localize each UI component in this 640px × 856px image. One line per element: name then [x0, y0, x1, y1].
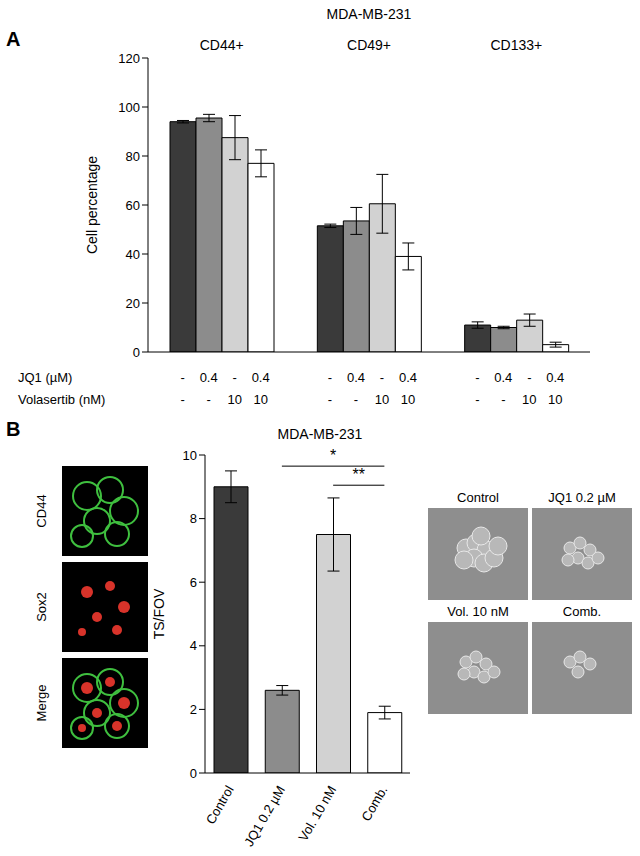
svg-text:10: 10 [548, 392, 562, 407]
svg-text:120: 120 [118, 51, 140, 66]
svg-text:8: 8 [190, 511, 197, 526]
svg-text:Comb.: Comb. [358, 783, 390, 824]
svg-text:-: - [475, 370, 479, 385]
svg-text:Vol. 10 nM: Vol. 10 nM [295, 783, 339, 844]
svg-text:20: 20 [126, 296, 140, 311]
svg-text:0: 0 [133, 345, 140, 360]
svg-text:-: - [527, 370, 531, 385]
svg-text:10: 10 [183, 448, 197, 463]
html-text:B: B [6, 418, 21, 440]
svg-text:-: - [180, 392, 184, 407]
svg-text:-: - [475, 392, 479, 407]
svg-text:-: - [354, 392, 358, 407]
svg-text:-: - [501, 392, 505, 407]
svg-text:*: * [330, 447, 336, 464]
html-text:A: A [6, 28, 21, 50]
svg-text:CD44+: CD44+ [200, 37, 244, 53]
svg-text:0.4: 0.4 [347, 370, 365, 385]
svg-text:6: 6 [190, 575, 197, 590]
svg-text:Control: Control [457, 490, 499, 505]
svg-text:0.4: 0.4 [252, 370, 270, 385]
html-text:MDA-MB-231: MDA-MB-231 [326, 6, 412, 22]
svg-text:10: 10 [253, 392, 267, 407]
svg-text:10: 10 [227, 392, 241, 407]
svg-text:4: 4 [190, 638, 197, 653]
svg-text:-: - [180, 370, 184, 385]
svg-text:0.4: 0.4 [399, 370, 417, 385]
svg-text:0: 0 [190, 766, 197, 781]
svg-text:Volasertib (nM): Volasertib (nM) [18, 392, 105, 407]
svg-text:10: 10 [375, 392, 389, 407]
svg-text:Merge: Merge [34, 685, 49, 722]
svg-text:**: ** [353, 466, 365, 483]
svg-text:Vol. 10 nM: Vol. 10 nM [447, 604, 508, 619]
svg-text:-: - [328, 370, 332, 385]
svg-text:0.4: 0.4 [200, 370, 218, 385]
svg-text:Cell percentage: Cell percentage [84, 156, 100, 254]
svg-text:CD49+: CD49+ [347, 37, 391, 53]
svg-text:JQ1 0.2 µM: JQ1 0.2 µM [241, 783, 288, 849]
svg-text:80: 80 [126, 149, 140, 164]
svg-text:TS/FOV: TS/FOV [151, 588, 167, 639]
svg-text:-: - [380, 370, 384, 385]
svg-text:JQ1 (µM): JQ1 (µM) [18, 370, 72, 385]
svg-text:-: - [328, 392, 332, 407]
svg-text:Comb.: Comb. [563, 604, 601, 619]
svg-text:Control: Control [203, 783, 237, 827]
svg-text:40: 40 [126, 247, 140, 262]
svg-text:CD133+: CD133+ [490, 37, 542, 53]
svg-text:CD44: CD44 [34, 494, 49, 527]
svg-text:2: 2 [190, 702, 197, 717]
svg-text:60: 60 [126, 198, 140, 213]
html-text:MDA-MB-231: MDA-MB-231 [277, 426, 363, 442]
svg-text:Sox2: Sox2 [34, 592, 49, 622]
svg-text:10: 10 [522, 392, 536, 407]
svg-text:10: 10 [401, 392, 415, 407]
svg-text:0.4: 0.4 [546, 370, 564, 385]
svg-text:-: - [206, 392, 210, 407]
svg-text:100: 100 [118, 100, 140, 115]
svg-text:JQ1 0.2 µM: JQ1 0.2 µM [548, 490, 615, 505]
svg-text:0.4: 0.4 [494, 370, 512, 385]
svg-text:-: - [232, 370, 236, 385]
